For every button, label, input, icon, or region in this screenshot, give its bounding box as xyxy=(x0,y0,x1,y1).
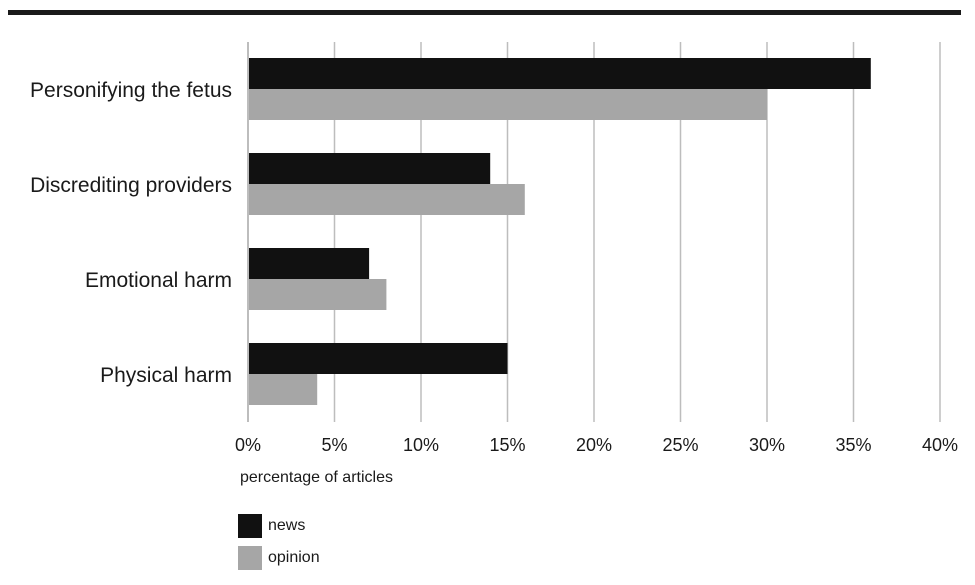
bar-news xyxy=(248,248,370,279)
x-tick-label: 30% xyxy=(749,435,785,455)
bar-news xyxy=(248,343,508,374)
x-tick-label: 10% xyxy=(403,435,439,455)
x-tick-label: 25% xyxy=(662,435,698,455)
legend-swatch-opinion xyxy=(238,546,262,570)
x-tick-label: 35% xyxy=(835,435,871,455)
legend: news opinion xyxy=(238,514,320,578)
legend-label-news: news xyxy=(268,517,306,534)
legend-item-opinion: opinion xyxy=(238,546,320,570)
bar-opinion xyxy=(248,89,767,120)
x-tick-label: 20% xyxy=(576,435,612,455)
category-label: Emotional harm xyxy=(85,269,232,292)
category-label: Physical harm xyxy=(100,364,232,387)
category-labels: Personifying the fetus Discrediting provi… xyxy=(30,79,232,387)
bar-opinion xyxy=(248,374,318,405)
top-rule xyxy=(8,10,961,15)
bar-news xyxy=(248,153,491,184)
legend-item-news: news xyxy=(238,514,320,538)
bar-news xyxy=(248,58,871,89)
x-tick-label: 15% xyxy=(489,435,525,455)
x-tick-label: 40% xyxy=(922,435,958,455)
category-label: Personifying the fetus xyxy=(30,79,232,102)
legend-swatch-news xyxy=(238,514,262,538)
x-tick-label: 0% xyxy=(235,435,261,455)
legend-label-opinion: opinion xyxy=(268,549,320,566)
tick-labels: 0% 5% 10% 15% 20% 25% 30% 35% 40% xyxy=(235,435,958,455)
bar-opinion xyxy=(248,279,387,310)
bar-opinion xyxy=(248,184,525,215)
x-axis-label: percentage of articles xyxy=(240,469,393,486)
x-tick-label: 5% xyxy=(321,435,347,455)
bars xyxy=(248,58,871,405)
category-label: Discrediting providers xyxy=(30,174,232,197)
